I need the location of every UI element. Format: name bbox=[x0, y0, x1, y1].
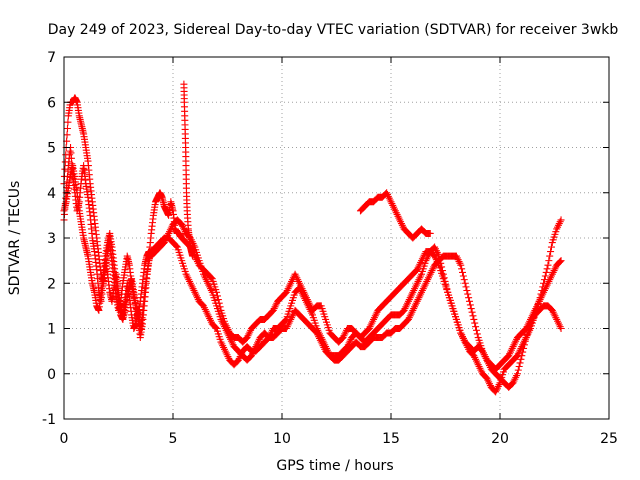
data-point bbox=[64, 118, 72, 126]
x-tick-label: 25 bbox=[600, 431, 618, 447]
data-point bbox=[521, 337, 529, 345]
data-point bbox=[472, 323, 480, 331]
data-point bbox=[466, 301, 474, 309]
data-point bbox=[462, 283, 470, 291]
data-point bbox=[63, 124, 71, 132]
data-point bbox=[542, 268, 550, 276]
data-point bbox=[468, 308, 476, 316]
y-tick-label: 0 bbox=[47, 367, 56, 383]
y-tick-label: 1 bbox=[47, 322, 56, 338]
data-point bbox=[544, 261, 552, 269]
data-point bbox=[457, 261, 465, 269]
data-point bbox=[426, 229, 434, 237]
x-tick-label: 20 bbox=[491, 431, 509, 447]
data-point bbox=[557, 325, 565, 332]
data-point bbox=[62, 151, 70, 159]
data-point bbox=[543, 265, 551, 273]
data-point bbox=[465, 297, 473, 305]
data-point bbox=[514, 366, 522, 374]
y-tick-label: 3 bbox=[47, 231, 56, 247]
data-point bbox=[517, 355, 525, 363]
data-point bbox=[545, 257, 553, 265]
data-point bbox=[214, 296, 222, 304]
data-point bbox=[516, 359, 524, 367]
data-point bbox=[469, 312, 477, 320]
data-point bbox=[460, 276, 468, 284]
data-point bbox=[541, 272, 549, 280]
x-axis-label: GPS time / hours bbox=[276, 458, 393, 474]
chart-title: Day 249 of 2023, Sidereal Day-to-day VTE… bbox=[48, 22, 619, 38]
x-tick-label: 15 bbox=[382, 431, 400, 447]
data-point bbox=[467, 305, 475, 313]
data-point bbox=[519, 348, 527, 356]
series-spike-5.6h bbox=[180, 80, 197, 260]
y-axis-label: SDTVAR / TECUs bbox=[7, 181, 23, 296]
series-track-c bbox=[60, 162, 565, 391]
data-point bbox=[470, 315, 478, 323]
data-point bbox=[557, 257, 565, 265]
data-point bbox=[189, 252, 197, 260]
x-tick-label: 5 bbox=[169, 431, 178, 447]
data-point bbox=[207, 274, 215, 282]
y-tick-label: 7 bbox=[47, 50, 56, 66]
data-point bbox=[546, 252, 554, 260]
y-tick-label: 2 bbox=[47, 276, 56, 292]
data-point bbox=[513, 370, 521, 378]
data-point bbox=[520, 341, 528, 349]
data-point bbox=[515, 363, 523, 371]
data-point bbox=[465, 294, 473, 302]
data-point bbox=[61, 158, 69, 166]
data-point bbox=[473, 330, 481, 338]
data-point bbox=[61, 165, 69, 173]
data-point bbox=[464, 290, 472, 298]
data-point bbox=[458, 265, 466, 273]
grid-lines bbox=[64, 57, 609, 419]
y-tick-label: 5 bbox=[47, 141, 56, 157]
data-point bbox=[520, 344, 528, 352]
data-point bbox=[518, 352, 526, 360]
x-tick-label: 10 bbox=[273, 431, 291, 447]
y-tick-label: -1 bbox=[42, 412, 56, 428]
data-point bbox=[63, 131, 71, 139]
data-point bbox=[459, 272, 467, 280]
series-segment-13.5-17h bbox=[356, 189, 434, 242]
data-point bbox=[463, 286, 471, 294]
series-track-a bbox=[60, 144, 565, 396]
y-tick-label: 6 bbox=[47, 95, 56, 111]
data-point bbox=[556, 258, 564, 266]
data-point bbox=[459, 268, 467, 276]
data-point bbox=[172, 242, 180, 250]
data-point bbox=[212, 324, 220, 332]
data-point bbox=[547, 243, 555, 251]
data-point bbox=[557, 216, 565, 224]
y-tick-label: 4 bbox=[47, 186, 56, 202]
x-tick-label: 0 bbox=[60, 431, 69, 447]
data-point bbox=[461, 279, 469, 287]
data-point bbox=[547, 248, 555, 256]
data-point bbox=[472, 326, 480, 334]
data-point bbox=[471, 319, 479, 327]
